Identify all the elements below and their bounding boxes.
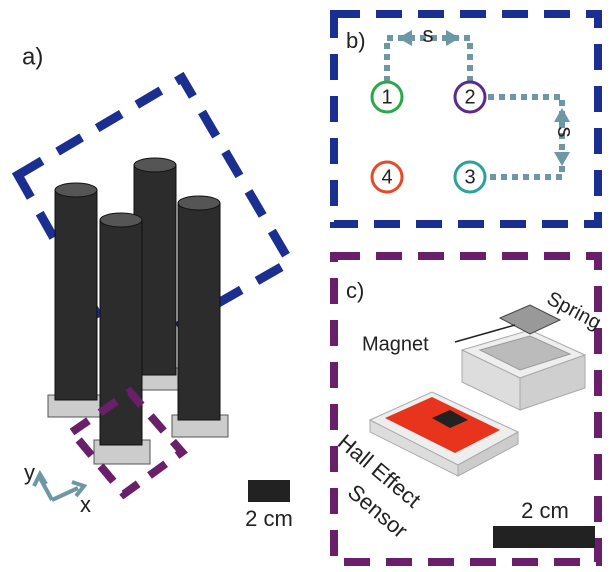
- figure: a) y x 2 cm b): [0, 0, 613, 572]
- panel-label: a): [22, 43, 43, 70]
- scale-bar: [248, 480, 290, 502]
- position-label: 4: [381, 166, 392, 188]
- spacing-label: s: [553, 127, 578, 138]
- panel-label: c): [346, 278, 364, 303]
- position-label: 2: [464, 86, 475, 108]
- spacing-label: s: [423, 22, 434, 47]
- cylinder-array: [48, 158, 228, 464]
- cylinder: [172, 196, 228, 437]
- cylinder: [48, 183, 104, 417]
- scale-label: 2 cm: [245, 506, 293, 531]
- part-label: Magnet: [362, 333, 429, 355]
- axes-arrows: [34, 474, 84, 500]
- position-label: 1: [381, 86, 392, 108]
- scale-bar: [493, 526, 595, 548]
- magnet-housing: [455, 305, 585, 410]
- cylinder: [94, 213, 150, 464]
- scale-label: 2 cm: [521, 498, 569, 523]
- axis-label: x: [80, 492, 91, 517]
- panel-label: b): [346, 28, 366, 53]
- position-label: 3: [464, 166, 475, 188]
- axis-label: y: [24, 460, 35, 485]
- sensor-board: [370, 392, 518, 476]
